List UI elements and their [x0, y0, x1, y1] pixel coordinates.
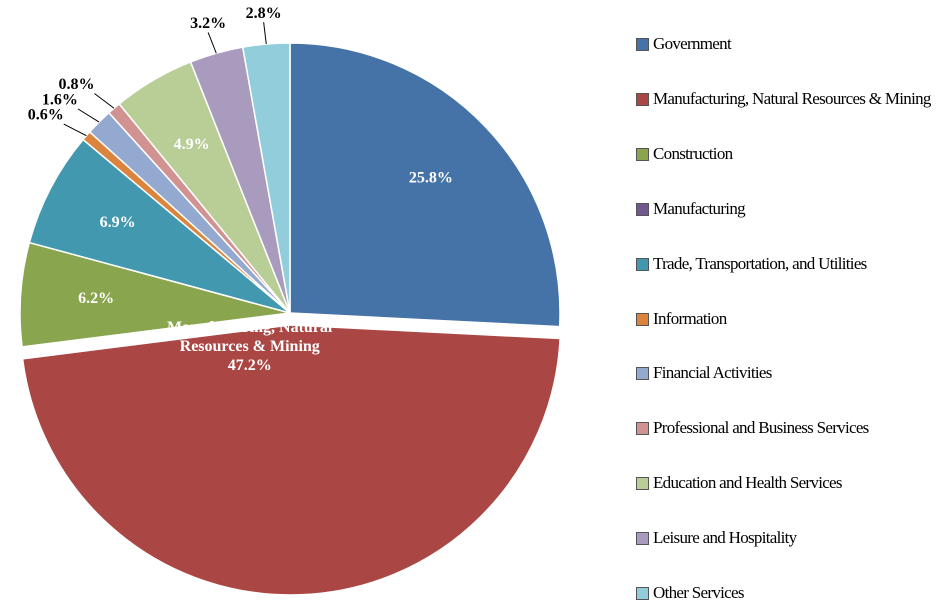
legend-item: Leisure and Hospitality	[636, 527, 936, 549]
legend-item: Construction	[636, 143, 936, 165]
slice-label: 1.6%	[42, 92, 78, 109]
legend-swatch	[636, 257, 649, 271]
legend-item: Manufacturing	[636, 198, 936, 220]
leader-line	[63, 123, 87, 137]
legend-swatch	[636, 422, 649, 436]
legend-item: Government	[636, 33, 936, 55]
pie-slice	[21, 324, 561, 596]
legend-swatch	[636, 532, 649, 546]
leader-line	[207, 32, 217, 54]
legend-label: Information	[653, 308, 727, 328]
legend-item: Information	[636, 308, 936, 330]
pie-slice	[241, 42, 291, 314]
legend-item: Manufacturing, Natural Resources & Minin…	[636, 88, 936, 110]
leader-line	[263, 22, 267, 45]
legend-swatch	[636, 477, 649, 491]
pie-slice	[28, 138, 291, 314]
legend-label: Government	[653, 34, 732, 53]
slice-label: 0.8%	[58, 76, 94, 93]
pie-slice	[289, 42, 561, 328]
legend-item: Trade, Transportation, and Utilities	[636, 253, 936, 275]
slice-label: 4.9%	[174, 136, 210, 153]
slice-label: 3.2%	[190, 15, 226, 32]
legend-label: Trade, Transportation, and Utilities	[653, 253, 867, 273]
slice-label: Manufacturing, Natural Resources & Minin…	[145, 318, 355, 375]
legend-label: Leisure and Hospitality	[653, 528, 797, 548]
legend-label: Construction	[653, 143, 733, 163]
legend-swatch	[636, 587, 649, 600]
legend-swatch	[636, 367, 649, 381]
legend-label: Professional and Business Services	[653, 418, 869, 438]
legend-swatch	[636, 92, 649, 106]
legend-label: Other Services	[653, 583, 744, 602]
slice-label: 6.2%	[78, 290, 114, 307]
slice-label: 2.8%	[246, 5, 282, 22]
legend-item: Professional and Business Services	[636, 417, 936, 439]
slice-label-value: 47.2%	[227, 357, 272, 375]
legend-item: Education and Health Services	[636, 472, 936, 494]
legend-swatch	[636, 147, 649, 161]
legend-label: Manufacturing	[653, 198, 746, 218]
leader-line	[94, 93, 115, 109]
legend-label: Manufacturing, Natural Resources & Minin…	[653, 88, 931, 108]
slice-label: 25.8%	[409, 170, 453, 187]
slice-label: 0.6%	[28, 107, 64, 124]
legend-swatch	[636, 312, 649, 326]
leader-line	[77, 108, 100, 123]
legend-swatch	[636, 38, 649, 51]
slice-label-name: Manufacturing, Natural Resources & Minin…	[167, 319, 333, 356]
legend-label: Financial Activities	[653, 363, 772, 383]
slice-label: 6.9%	[100, 214, 136, 231]
legend-label: Education and Health Services	[653, 473, 843, 493]
legend-item: Other Services	[636, 582, 936, 604]
legend-item: Financial Activities	[636, 362, 936, 384]
legend-swatch	[636, 202, 649, 216]
